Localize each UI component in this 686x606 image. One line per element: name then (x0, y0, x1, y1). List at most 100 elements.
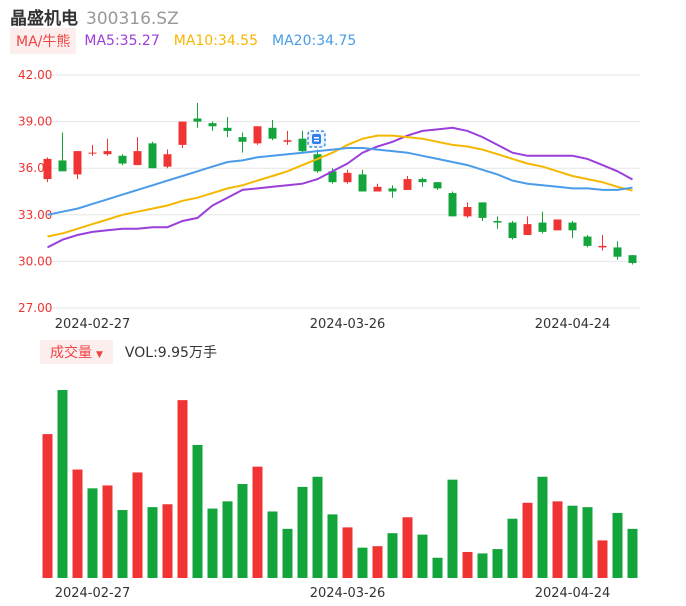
candle-body (238, 137, 247, 142)
volume-value: VOL:9.95万手 (124, 345, 217, 361)
volume-bar (552, 501, 563, 578)
price-tick-label: 39.00 (18, 115, 52, 129)
candle-body (523, 224, 532, 235)
volume-bar (432, 557, 443, 578)
candle-body (508, 222, 517, 239)
price-date-axis: 2024-02-27 2024-03-26 2024-04-24 (55, 317, 611, 332)
volume-bar (117, 510, 128, 578)
ma-legend: MA/牛熊 MA5:35.27 MA10:34.55 MA20:34.75 (10, 28, 370, 54)
price-tick-label: 27.00 (18, 301, 52, 315)
volume-bar (507, 518, 518, 578)
candle-body (403, 179, 412, 190)
volume-bar (177, 400, 188, 578)
candle-body (373, 186, 382, 192)
candle-body (568, 222, 577, 231)
volume-bar (327, 514, 338, 578)
volume-bar (192, 444, 203, 578)
date-tick-label: 2024-04-24 (535, 317, 611, 332)
candle-body (253, 126, 262, 144)
candle-body (463, 207, 472, 217)
candle-body (358, 174, 367, 192)
volume-bar (297, 486, 308, 578)
volume-bar (267, 511, 278, 578)
event-marker-icon[interactable] (307, 130, 326, 148)
candle-body (418, 179, 427, 183)
dropdown-caret-icon: ▼ (96, 350, 103, 360)
volume-bar (627, 528, 638, 578)
volume-bar (147, 507, 158, 578)
volume-bar (492, 549, 503, 578)
volume-bar (102, 485, 113, 578)
candle-body (493, 221, 502, 223)
ma20-line (47, 147, 633, 216)
volume-bar (162, 504, 173, 578)
candle-body (298, 138, 307, 152)
price-tick-label: 30.00 (18, 254, 52, 268)
volume-bar (132, 472, 143, 578)
volume-bar (462, 551, 473, 578)
candle-body (478, 202, 487, 218)
ma20-legend: MA20:34.75 (272, 33, 357, 49)
volume-bar (417, 534, 428, 578)
date-tick-label: 2024-02-27 (55, 586, 131, 601)
candle-body (73, 151, 82, 175)
date-tick-label: 2024-02-27 (55, 317, 131, 332)
volume-bar (582, 507, 593, 578)
candle-body (553, 219, 562, 231)
candle-body (193, 118, 202, 122)
stock-header: 晶盛机电 300316.SZ (10, 4, 179, 29)
candle-body (343, 172, 352, 183)
volume-bar (282, 528, 293, 578)
candle-body (133, 151, 142, 166)
candle-body (598, 245, 607, 248)
price-tick-label: 33.00 (18, 208, 52, 222)
candle-body (178, 121, 187, 145)
ma5-line (47, 126, 633, 249)
date-tick-label: 2024-03-26 (310, 586, 386, 601)
moving-average-lines (47, 126, 633, 249)
candle-body (58, 160, 67, 172)
price-grid (40, 74, 640, 309)
price-tick-label: 42.00 (18, 68, 52, 82)
ma5-legend: MA5:35.27 (84, 33, 160, 49)
volume-bar (42, 434, 53, 578)
volume-bar (372, 546, 383, 578)
volume-bar (57, 390, 68, 578)
volume-bar (537, 476, 548, 578)
ma10-legend: MA10:34.55 (173, 33, 259, 49)
volume-bar (402, 517, 413, 578)
volume-bar (237, 484, 248, 578)
candle-body (328, 171, 337, 183)
candle-body (268, 127, 277, 139)
date-tick-label: 2024-04-24 (535, 586, 611, 601)
candle-body (223, 127, 232, 131)
candle-body (148, 143, 157, 169)
candle-body (628, 255, 637, 263)
ma-indicator-tab[interactable]: MA/牛熊 (10, 28, 77, 54)
candle-body (433, 182, 442, 189)
volume-indicator-dropdown[interactable]: 成交量 ▼ (40, 340, 113, 364)
candle-body (613, 247, 622, 257)
candle-body (163, 154, 172, 167)
volume-bar (597, 540, 608, 578)
volume-bar (72, 469, 83, 578)
candle-body (448, 193, 457, 217)
candle-body (208, 123, 217, 127)
volume-bar (387, 533, 398, 578)
stock-name: 晶盛机电 (10, 9, 78, 29)
volume-bar (447, 479, 458, 578)
volume-bar (207, 508, 218, 578)
volume-bars (42, 390, 638, 578)
candle-body (313, 154, 322, 172)
candle-body (43, 158, 52, 180)
volume-bar (87, 488, 98, 578)
volume-bar (612, 512, 623, 578)
volume-bar (222, 501, 233, 578)
candle-body (283, 140, 292, 142)
volume-bar (567, 505, 578, 578)
candle-body (118, 155, 127, 164)
volume-bar (252, 466, 263, 578)
volume-date-axis: 2024-02-27 2024-03-26 2024-04-24 (55, 586, 611, 601)
candle-body (388, 188, 397, 192)
